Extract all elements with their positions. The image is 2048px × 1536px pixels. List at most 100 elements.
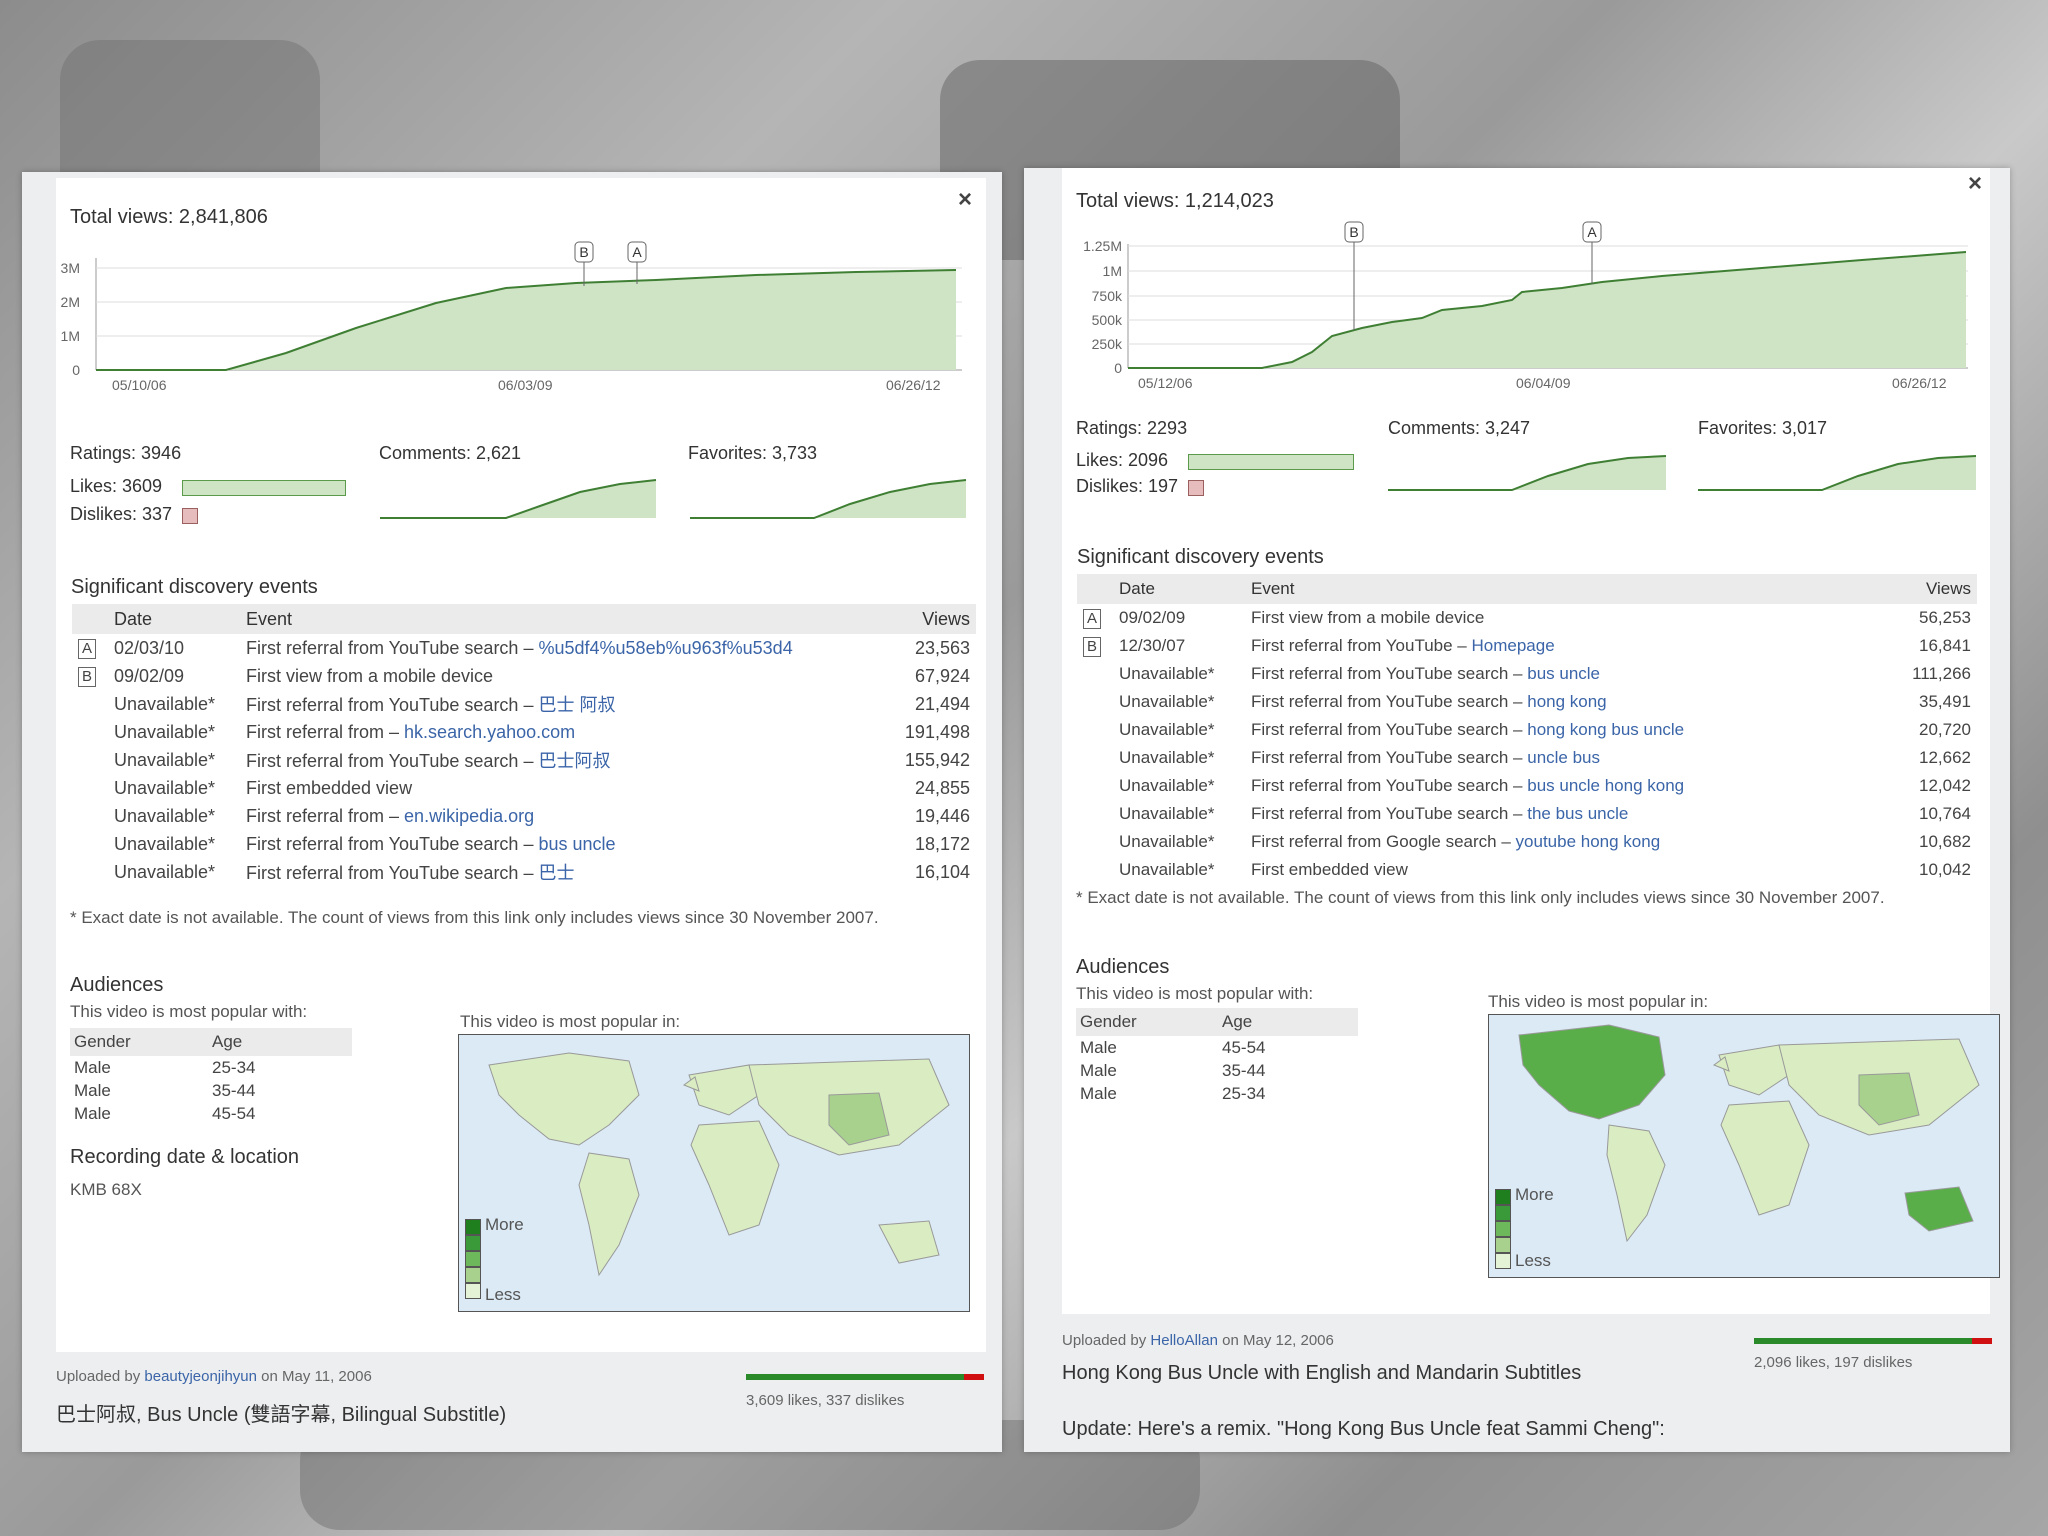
world-map-graphic	[1518, 1024, 1980, 1243]
event-link[interactable]: bus uncle	[1527, 664, 1601, 683]
event-views: 12,662	[1919, 748, 1971, 767]
upload-date: on May 12, 2006	[1222, 1332, 1334, 1349]
event-text: First referral from YouTube search –	[1251, 692, 1523, 711]
event-text: First referral from YouTube search –	[1251, 664, 1523, 683]
event-marker	[1077, 716, 1113, 744]
event-row: Unavailable* First referral from – hk.sea…	[72, 718, 976, 746]
marker-a[interactable]: A	[627, 241, 647, 284]
demo-header-age: Age	[1218, 1008, 1358, 1036]
marker-a[interactable]: A	[1582, 221, 1602, 284]
event-row: Unavailable* First referral from YouTube …	[72, 746, 976, 774]
event-marker: B	[1077, 632, 1113, 660]
uploader-link[interactable]: beautyjeonjihyun	[144, 1368, 257, 1385]
event-link[interactable]: 巴士 阿叔	[538, 695, 616, 715]
demo-gender: Male	[1080, 1083, 1117, 1103]
event-link[interactable]: 巴士	[538, 863, 575, 883]
event-row: Unavailable* First referral from YouTube …	[72, 858, 976, 886]
event-link[interactable]: en.wikipedia.org	[404, 805, 535, 826]
event-description: First referral from YouTube search – bus…	[1245, 772, 1876, 800]
event-link[interactable]: bus uncle hong kong	[1527, 776, 1685, 795]
event-date: Unavailable*	[1119, 804, 1215, 823]
events-header-marker	[72, 604, 108, 634]
event-link[interactable]: hong kong	[1527, 692, 1607, 711]
event-description: First referral from YouTube search – 巴士	[240, 858, 887, 886]
uploader-link[interactable]: HelloAllan	[1150, 1332, 1218, 1349]
world-map[interactable]: More Less	[1488, 1014, 2000, 1278]
video-title: 巴士阿叔, Bus Uncle (雙語字幕, Bilingual Substit…	[56, 1404, 507, 1426]
event-row: B 09/02/09 First view from a mobile device…	[72, 662, 976, 690]
demographics-table: Gender Age Male 25-34 Male 35-44 Male 45-54	[70, 1028, 352, 1125]
event-views: 16,841	[1919, 636, 1971, 655]
y-tick: 0	[1114, 360, 1122, 376]
recording-value: KMB 68X	[70, 1180, 142, 1199]
svg-text:B: B	[579, 244, 588, 260]
events-header-event: Event	[1245, 574, 1877, 604]
event-description: First referral from Google search – yout…	[1245, 828, 1876, 856]
demo-age: 35-44	[212, 1080, 256, 1100]
views-chart: 1.25M 1M 750k 500k 250k 0 B A 05/12/06 0…	[1083, 221, 1968, 390]
right-stats-card: × Total views: 1,214,023 1.25M 1M 750k 5…	[1062, 168, 2000, 1314]
event-row: Unavailable* First referral from Google s…	[1077, 828, 1977, 856]
event-marker	[72, 690, 108, 718]
like-ratio-bar	[1754, 1338, 1992, 1344]
events-table: Date Event Views A 09/02/09 First view fro…	[1077, 574, 1977, 884]
views-line	[96, 269, 957, 371]
event-description: First referral from YouTube search – hon…	[1245, 716, 1876, 744]
event-link[interactable]: hong kong bus uncle	[1527, 720, 1685, 739]
event-marker-badge[interactable]: B	[78, 667, 96, 687]
event-marker-badge[interactable]: A	[78, 639, 96, 659]
popular-with-label: This video is most popular with:	[70, 1002, 308, 1021]
marker-b[interactable]: B	[574, 241, 594, 286]
event-marker	[1077, 800, 1113, 828]
demo-row: Male 35-44	[1076, 1059, 1358, 1082]
events-table: Date Event Views A 02/03/10 First referral…	[72, 604, 976, 886]
ratings-label: Ratings: 3946	[70, 443, 182, 463]
demo-gender: Male	[1080, 1060, 1117, 1080]
events-header-event: Event	[240, 604, 887, 634]
event-row: Unavailable* First referral from YouTube …	[1077, 744, 1977, 772]
event-date: 09/02/09	[114, 665, 185, 686]
event-row: Unavailable* First referral from YouTube …	[1077, 716, 1977, 744]
event-link[interactable]: hk.search.yahoo.com	[404, 721, 576, 742]
event-link[interactable]: %u5df4%u58eb%u963f%u53d4	[538, 637, 793, 658]
demo-row: Male 25-34	[70, 1056, 352, 1079]
favorites-label: Favorites: 3,017	[1698, 418, 1828, 438]
event-link[interactable]: 巴士阿叔	[538, 751, 611, 771]
event-link[interactable]: uncle bus	[1527, 748, 1601, 767]
event-link[interactable]: bus uncle	[538, 833, 616, 854]
event-date: Unavailable*	[1119, 664, 1215, 683]
event-link[interactable]: the bus uncle	[1527, 804, 1629, 823]
demo-body: Male 25-34 Male 35-44 Male 45-54	[70, 1056, 352, 1125]
marker-b[interactable]: B	[1344, 221, 1364, 330]
total-views: Total views: 1,214,023	[1076, 190, 1274, 212]
event-link[interactable]: youtube hong kong	[1515, 832, 1661, 851]
legend-less: Less	[485, 1285, 521, 1304]
event-views: 10,042	[1919, 860, 1971, 879]
event-marker-badge[interactable]: A	[1083, 608, 1101, 629]
world-map[interactable]: More Less	[458, 1034, 970, 1312]
event-link[interactable]: Homepage	[1471, 636, 1555, 655]
y-tick: 1.25M	[1083, 238, 1122, 254]
event-marker-badge[interactable]: B	[1083, 636, 1101, 657]
dislikes-label: Dislikes: 197	[1076, 476, 1179, 496]
events-title: Significant discovery events	[1077, 546, 1324, 568]
demo-row: Male 45-54	[70, 1102, 352, 1125]
close-icon[interactable]: ×	[1968, 170, 1983, 197]
uploaded-by-label: Uploaded by	[56, 1368, 141, 1385]
event-text: First embedded view	[1251, 860, 1408, 879]
event-date: Unavailable*	[114, 749, 216, 770]
close-icon[interactable]: ×	[958, 186, 973, 213]
event-row: B 12/30/07 First referral from YouTube – H…	[1077, 632, 1977, 660]
event-text: First view from a mobile device	[246, 665, 494, 686]
event-text: First referral from Google search –	[1251, 832, 1511, 851]
event-views: 10,764	[1919, 804, 1971, 823]
event-views: 18,172	[914, 833, 970, 854]
event-description: First referral from YouTube search – bus…	[1245, 660, 1876, 688]
map-legend	[465, 1219, 481, 1299]
event-row: Unavailable* First referral from YouTube …	[72, 830, 976, 858]
favorites-sparkline	[1698, 455, 1977, 491]
event-marker	[72, 746, 108, 774]
svg-text:A: A	[632, 244, 642, 260]
footnote: * Exact date is not available. The count…	[1076, 888, 1885, 907]
event-text: First referral from YouTube search –	[246, 695, 534, 715]
